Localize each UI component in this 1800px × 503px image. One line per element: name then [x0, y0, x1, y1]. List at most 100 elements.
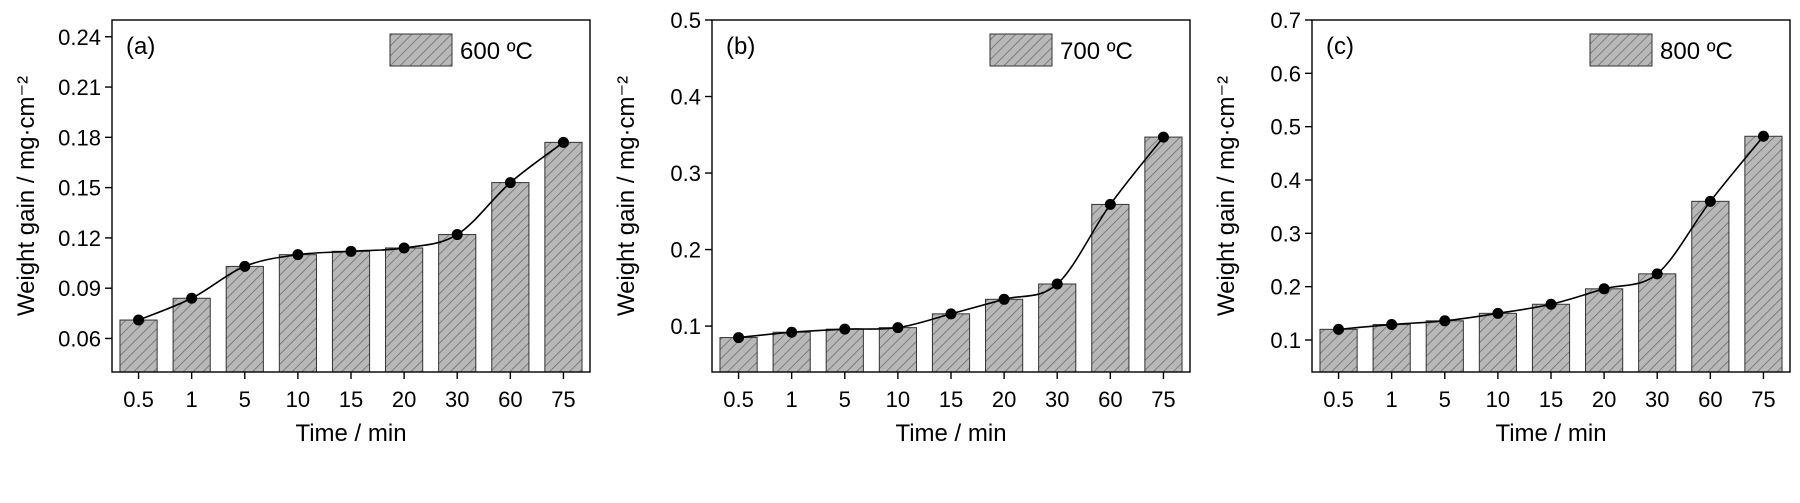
- data-point: [1051, 278, 1063, 290]
- y-tick-label: 0.24: [58, 25, 101, 50]
- x-tick-label: 5: [839, 387, 851, 412]
- panel-label: (b): [726, 33, 755, 60]
- bar: [1144, 136, 1183, 373]
- data-point: [557, 136, 569, 148]
- bar: [1319, 328, 1358, 373]
- bar: [985, 298, 1024, 373]
- bar: [719, 337, 758, 373]
- y-tick-label: 0.5: [670, 8, 701, 33]
- data-point: [1492, 307, 1504, 319]
- data-point: [1651, 268, 1663, 280]
- data-point: [786, 326, 798, 338]
- y-tick-label: 0.1: [1270, 328, 1301, 353]
- bar: [331, 250, 371, 373]
- x-tick-label: 75: [1151, 387, 1175, 412]
- legend-label: 600 ºC: [460, 38, 533, 65]
- y-tick-label: 0.3: [670, 161, 701, 186]
- y-tick-label: 0.1: [670, 314, 701, 339]
- x-tick-label: 1: [186, 387, 198, 412]
- data-point: [345, 245, 357, 257]
- x-tick-label: 10: [1486, 387, 1510, 412]
- x-tick-label: 0.5: [123, 387, 154, 412]
- data-point: [504, 177, 516, 189]
- y-tick-label: 0.4: [1270, 168, 1301, 193]
- legend-swatch: [389, 33, 453, 67]
- bar: [1744, 135, 1783, 373]
- bar: [878, 327, 917, 373]
- bar: [1531, 303, 1571, 373]
- bar: [1091, 203, 1130, 373]
- x-tick-label: 15: [339, 387, 363, 412]
- y-axis-title: Weight gain / mg·cm⁻²: [13, 76, 40, 316]
- panel-label: (c): [1326, 33, 1354, 60]
- data-point: [1757, 130, 1769, 142]
- data-point: [186, 292, 198, 304]
- y-axis-title: Weight gain / mg·cm⁻²: [613, 76, 640, 316]
- legend-swatch: [1589, 33, 1653, 67]
- chart-panel: 0.10.20.30.40.50.60.70.5 1 5 10 15 20 30 60 75Ti…: [1213, 8, 1791, 447]
- legend-swatch: [989, 33, 1053, 67]
- x-tick-label: 5: [239, 387, 251, 412]
- bar: [544, 141, 583, 373]
- y-tick-label: 0.15: [58, 176, 101, 201]
- data-point: [1545, 298, 1557, 310]
- x-tick-label: 30: [1045, 387, 1069, 412]
- bar: [1372, 324, 1411, 373]
- data-point: [1104, 198, 1116, 210]
- x-tick-label: 10: [886, 387, 910, 412]
- y-tick-label: 0.2: [1270, 275, 1301, 300]
- data-point: [239, 260, 251, 272]
- y-tick-label: 0.21: [58, 75, 101, 100]
- y-tick-label: 0.7: [1270, 8, 1301, 33]
- data-point: [1333, 323, 1345, 335]
- x-axis-title: Time / min: [1495, 420, 1606, 447]
- y-tick-label: 0.12: [58, 226, 101, 251]
- x-tick-label: 5: [1439, 387, 1451, 412]
- x-tick-label: 15: [939, 387, 963, 412]
- x-tick-label: 75: [1751, 387, 1775, 412]
- y-tick-label: 0.6: [1270, 61, 1301, 86]
- y-tick-label: 0.18: [58, 125, 101, 150]
- bar: [1585, 288, 1624, 373]
- y-tick-label: 0.4: [670, 85, 701, 110]
- y-tick-label: 0.09: [58, 276, 101, 301]
- y-tick-label: 0.3: [1270, 221, 1301, 246]
- bar: [825, 328, 864, 373]
- data-point: [1386, 319, 1398, 331]
- trend-line: [738, 136, 1165, 339]
- bar: [119, 319, 158, 373]
- x-tick-label: 0.5: [1323, 387, 1354, 412]
- bar: [931, 313, 971, 373]
- x-tick-label: 20: [1592, 387, 1616, 412]
- x-tick-label: 0.5: [723, 387, 754, 412]
- bar: [491, 182, 530, 373]
- bar: [1478, 312, 1517, 373]
- x-tick-label: 15: [1539, 387, 1563, 412]
- x-tick-label: 1: [786, 387, 798, 412]
- trend-line: [1338, 135, 1765, 331]
- x-tick-label: 20: [992, 387, 1016, 412]
- data-point: [945, 308, 957, 320]
- data-point: [1439, 315, 1451, 327]
- panel-label: (a): [126, 33, 155, 60]
- data-point: [733, 332, 745, 344]
- x-tick-label: 75: [551, 387, 575, 412]
- x-tick-label: 10: [286, 387, 310, 412]
- x-axis-title: Time / min: [895, 420, 1006, 447]
- bar: [438, 234, 477, 373]
- x-tick-label: 30: [1645, 387, 1669, 412]
- data-point: [451, 229, 463, 241]
- x-tick-label: 60: [1098, 387, 1122, 412]
- bar: [772, 331, 811, 373]
- data-point: [1598, 283, 1610, 295]
- bar: [1425, 320, 1464, 373]
- legend-label: 800 ºC: [1660, 38, 1733, 65]
- data-point: [1704, 195, 1716, 207]
- data-point: [998, 293, 1010, 305]
- bar: [225, 265, 264, 373]
- legend-label: 700 ºC: [1060, 38, 1133, 65]
- data-point: [292, 249, 304, 261]
- bar: [278, 254, 317, 373]
